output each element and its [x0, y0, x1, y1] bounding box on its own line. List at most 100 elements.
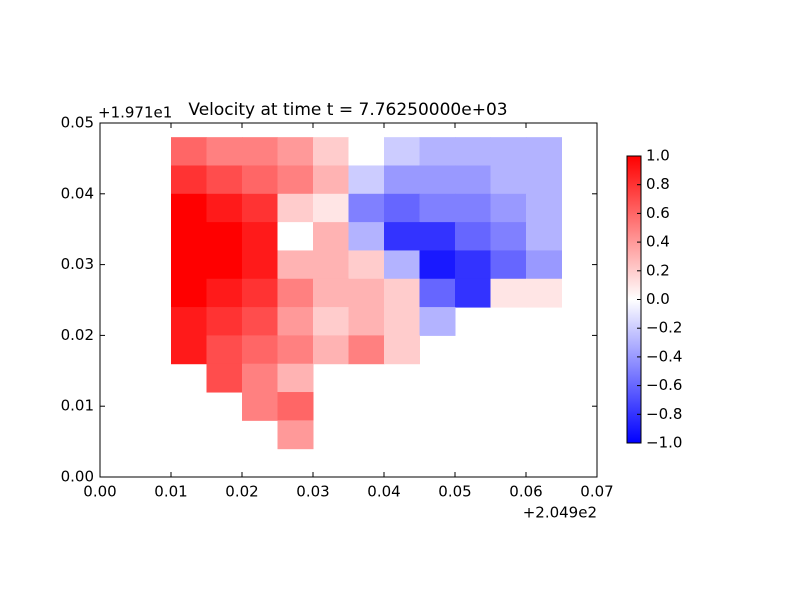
- heat-cell: [277, 392, 314, 421]
- x-offset-label: +2.049e2: [523, 504, 597, 522]
- heat-cell: [490, 165, 527, 195]
- heat-cell: [206, 165, 243, 195]
- heat-cell: [526, 137, 562, 166]
- colorbar-tick-label: −1.0: [646, 434, 682, 452]
- heat-cell: [455, 278, 491, 308]
- heat-cell: [348, 222, 385, 251]
- heat-cell: [419, 165, 456, 195]
- heat-cell: [348, 278, 385, 308]
- x-tick-label: 0.07: [580, 483, 613, 501]
- heat-cell: [419, 278, 456, 308]
- heat-cell: [313, 165, 349, 195]
- heat-cell: [419, 250, 456, 280]
- colorbar-tick-label: 0.4: [646, 233, 670, 251]
- heat-cell: [277, 363, 314, 393]
- x-tick-label: 0.01: [154, 483, 187, 501]
- heat-cell: [277, 278, 314, 308]
- heat-cell: [206, 193, 243, 223]
- heat-cell: [171, 165, 207, 195]
- heat-cell: [384, 250, 420, 280]
- heat-cell: [455, 193, 491, 223]
- x-tick-label: 0.00: [83, 483, 116, 501]
- heat-cell: [313, 278, 349, 308]
- heat-cell: [526, 222, 562, 251]
- heat-cell: [171, 307, 207, 336]
- heat-cell: [419, 307, 456, 336]
- heat-cell: [455, 137, 491, 166]
- heat-cell: [277, 165, 314, 195]
- heat-cell: [242, 392, 278, 421]
- heat-cell: [490, 137, 527, 166]
- heat-cell: [206, 307, 243, 336]
- heat-cell: [526, 193, 562, 223]
- plot-frame: [99, 122, 598, 478]
- heat-cell: [277, 222, 314, 251]
- x-tick-label: 0.04: [367, 483, 400, 501]
- heat-cell: [419, 193, 456, 223]
- colorbar-tick-label: −0.4: [646, 347, 682, 365]
- heat-cell: [384, 137, 420, 166]
- y-tick-label: 0.01: [61, 397, 94, 415]
- heat-cell: [242, 307, 278, 336]
- heat-cell: [384, 307, 420, 336]
- heat-cell: [348, 137, 385, 166]
- heat-cell: [313, 193, 349, 223]
- x-tick-label: 0.06: [509, 483, 542, 501]
- heat-cell: [277, 137, 314, 166]
- heat-cell: [277, 250, 314, 280]
- heat-cell: [171, 193, 207, 223]
- heat-cell: [171, 222, 207, 251]
- heat-cell: [348, 335, 385, 365]
- heat-cell: [455, 250, 491, 280]
- chart-title: Velocity at time t = 7.76250000e+03: [188, 100, 507, 120]
- heat-cell: [206, 335, 243, 365]
- heat-cell: [277, 420, 314, 450]
- colorbar-tick-label: 0.0: [646, 290, 670, 308]
- heat-cell: [384, 335, 420, 365]
- heat-cell: [455, 165, 491, 195]
- heat-cell: [206, 250, 243, 280]
- y-tick-label: 0.03: [61, 255, 94, 273]
- heat-cell: [455, 222, 491, 251]
- heat-cell: [242, 222, 278, 251]
- colorbar-tick-label: −0.8: [646, 405, 682, 423]
- heat-cell: [526, 278, 562, 308]
- heat-cell: [384, 165, 420, 195]
- heat-cell: [313, 335, 349, 365]
- heat-cell: [242, 193, 278, 223]
- heat-cell: [242, 335, 278, 365]
- y-tick-label: 0.00: [61, 468, 94, 486]
- heat-cell: [490, 250, 527, 280]
- colorbar-tick-label: 0.6: [646, 204, 670, 222]
- heat-cell: [419, 137, 456, 166]
- heat-cell: [348, 250, 385, 280]
- heat-cell: [384, 193, 420, 223]
- heat-cell: [313, 307, 349, 336]
- heat-cell: [313, 222, 349, 251]
- y-tick-label: 0.02: [61, 326, 94, 344]
- colorbar-tick-label: 0.8: [646, 175, 670, 193]
- heat-cell: [348, 193, 385, 223]
- heat-cell: [277, 335, 314, 365]
- heat-cell: [313, 137, 349, 166]
- x-tick-label: 0.02: [225, 483, 258, 501]
- heat-cell: [206, 137, 243, 166]
- colorbar-tick-label: −0.2: [646, 319, 682, 337]
- heat-cell: [171, 278, 207, 308]
- heat-cell: [348, 307, 385, 336]
- heat-cell: [419, 222, 456, 251]
- heat-cell: [384, 278, 420, 308]
- y-offset-label: +1.971e1: [98, 104, 172, 122]
- colorbar-tick-label: 1.0: [646, 147, 670, 165]
- heat-cell: [171, 137, 207, 166]
- x-tick-label: 0.05: [438, 483, 471, 501]
- heat-cell: [348, 165, 385, 195]
- colorbar-tick-label: 0.2: [646, 261, 670, 279]
- heat-cell: [206, 363, 243, 393]
- colorbar-tick-label: −0.6: [646, 376, 682, 394]
- heat-cell: [242, 137, 278, 166]
- heat-cell: [206, 278, 243, 308]
- y-tick-label: 0.04: [61, 184, 94, 202]
- heat-cell: [171, 250, 207, 280]
